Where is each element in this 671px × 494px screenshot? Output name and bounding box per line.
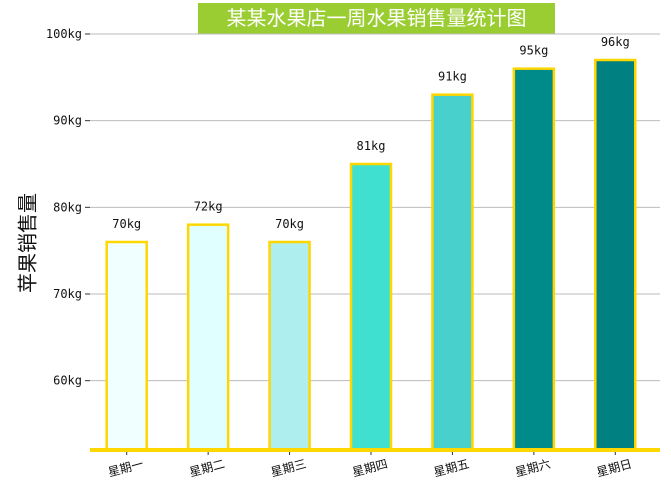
bar-7 [595, 60, 635, 450]
y-tick-label: 80kg [53, 200, 82, 214]
x-tick-label: 星期日 [595, 457, 633, 480]
y-tick-label: 60kg [53, 374, 82, 388]
x-tick-label: 星期四 [351, 457, 389, 480]
y-tick-label: 100kg [46, 27, 82, 41]
x-tick-label: 星期二 [188, 457, 226, 480]
data-label: 91kg [438, 70, 467, 84]
bar-2 [188, 225, 228, 450]
data-label: 70kg [275, 217, 304, 231]
x-tick-label: 星期三 [269, 457, 307, 480]
bar-1 [107, 242, 147, 450]
data-label: 81kg [357, 139, 386, 153]
data-label: 96kg [601, 35, 630, 49]
x-tick-label: 星期五 [432, 457, 470, 480]
bar-5 [432, 95, 472, 450]
data-label: 70kg [112, 217, 141, 231]
data-label: 72kg [194, 200, 223, 214]
bar-4 [351, 164, 391, 450]
x-tick-label: 星期六 [514, 457, 552, 480]
data-label: 95kg [519, 44, 548, 58]
x-tick-label: 星期一 [106, 457, 144, 480]
y-tick-label: 70kg [53, 287, 82, 301]
y-tick-label: 90kg [53, 114, 82, 128]
bar-3 [270, 242, 310, 450]
bar-6 [514, 69, 554, 450]
